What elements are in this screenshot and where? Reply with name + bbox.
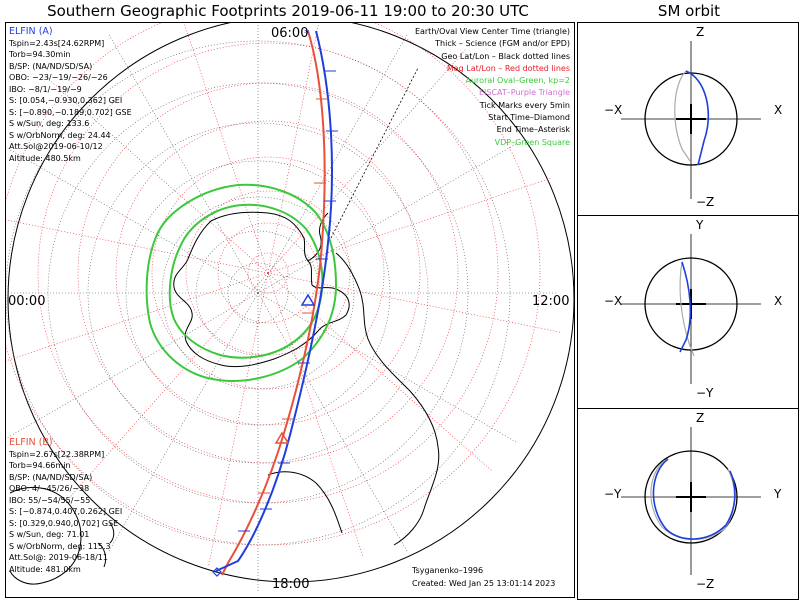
auroral-oval-inner: [168, 203, 324, 359]
elfin-b-view-center-triangle: [274, 431, 290, 444]
elfin-b-line: S: [−0.874,0.407,0.262] GEI: [9, 507, 123, 516]
sm-xy-top-label: Y: [696, 218, 704, 232]
sm-panel-xy-svg: [621, 234, 761, 384]
mag-lat-grid: [6, 23, 541, 546]
elfin-b-line: Torb=94.66min: [9, 461, 71, 470]
elfin-end-asterisk: *: [304, 27, 310, 40]
polar-map-svg: *: [6, 23, 574, 593]
elfin-b-line: Att.Sol@: 2019-06-18/11: [9, 553, 108, 562]
legend-item: Mag Lat/Lon – Red dotted lines: [446, 63, 570, 73]
legend-item: Geo Lat/Lon – Black dotted lines: [441, 51, 570, 61]
elfin-b-line: S w/Sun, deg: 71.01: [9, 530, 90, 539]
legend: Earth/Oval View Center Time (triangle) Th…: [415, 26, 570, 149]
sm-xz-right-label: X: [774, 103, 783, 117]
elfin-b-line: S: [0.329,0.940,0.702] GSE: [9, 518, 119, 528]
elfin-b-line: OBO: 4/−45/26/−38: [9, 484, 90, 493]
elfin-a-track: [215, 30, 333, 572]
sm-xz-bottom-label: −Z: [696, 195, 715, 209]
africa-coastline: [267, 471, 343, 534]
clock-label-top: 06:00: [271, 26, 309, 41]
elfin-b-track: [221, 30, 326, 576]
legend-item: EISCAT–Purple Triangle: [478, 88, 570, 98]
legend-item: Thick – Science (FGM and/or EPD): [435, 39, 570, 49]
elfin-a-name: ELFIN (A): [9, 26, 53, 37]
australia-coastline: [9, 487, 82, 585]
model-credit: Tsyganenko–1996: [412, 566, 484, 575]
elfin-b-ticks: [258, 98, 328, 494]
clock-label-bottom: 18:00: [272, 577, 310, 592]
legend-item: VDP–Green Square: [494, 137, 570, 147]
sm-panel-xz-svg: [621, 41, 761, 199]
elfin-a-line: IBO: −8/1/−19/−9: [9, 84, 82, 94]
sm-yz-top-label: Z: [696, 411, 705, 425]
elfin-a-line: OBO: −23/−19/−26/−26: [9, 73, 108, 82]
elfin-a-line: B/SP: (NA/ND/SD/SA): [9, 61, 93, 71]
sm-panel-yz: Z −Z −Y Y: [577, 408, 799, 600]
legend-item: Earth/Oval View Center Time (triangle): [414, 27, 570, 36]
elfin-a-line: S: [0.054,−0.930,0.362] GEI: [9, 96, 123, 105]
elfin-a-line: Att.Sol@2019-06-10/12: [9, 142, 103, 151]
sm-xz-left-label: −X: [604, 103, 623, 117]
sm-orbit-title: SM orbit: [657, 2, 721, 20]
south-america-coastline: [335, 252, 440, 546]
globe-outline: [7, 23, 574, 583]
sm-panel-xz: Z −Z −X X: [577, 22, 799, 216]
elfin-b-line: Altitude: 481.0km: [9, 564, 81, 574]
sm-yz-left-label: −Y: [604, 487, 622, 501]
elfin-a-info: ELFIN (A) Tspin=2.43s[24.62RPM] Torb=94.…: [9, 26, 132, 164]
elfin-a-line: S w/OrbNorm, deg: 24.44: [9, 130, 111, 140]
clock-label-right: 12:00: [532, 294, 570, 309]
page-title: Southern Geographic Footprints 2019-06-1…: [47, 2, 529, 20]
elfin-b-line: Tspin=2.67s[22.38RPM]: [9, 449, 105, 459]
mag-lon-grid: [6, 23, 563, 568]
antarctica-coastline: [173, 211, 350, 368]
sm-yz-bottom-label: −Z: [696, 577, 715, 591]
footprint-map: * 06:00 00:00 12:00 18:00 ELFIN (A) Tspi…: [5, 22, 575, 598]
legend-item: Auroral Oval–Green, kp=2: [465, 76, 570, 86]
elfin-a-line: S: [−0.890,−0.189,0.702] GSE: [9, 107, 132, 117]
sm-xy-right-label: X: [774, 294, 783, 308]
new-zealand-coastline: [97, 522, 115, 568]
sm-yz-right-label: Y: [774, 487, 782, 501]
sm-xz-top-label: Z: [696, 25, 705, 39]
legend-item: Start Time–Diamond: [488, 113, 570, 123]
elfin-b-name: ELFIN (B): [9, 437, 53, 448]
elfin-a-line: Altitude: 480.5km: [9, 153, 81, 163]
elfin-b-line: IBO: 55/−54/55/−55: [9, 495, 91, 505]
elfin-b-info: ELFIN (B) Tspin=2.67s[22.38RPM] Torb=94.…: [9, 437, 122, 575]
elfin-b-line: B/SP: (NA/ND/SD/SA): [9, 472, 93, 482]
legend-item: End Time–Asterisk: [496, 125, 570, 135]
elfin-a-start-diamond: [212, 567, 222, 577]
view-center-line: [330, 67, 419, 239]
elfin-a-ticks: [238, 70, 338, 532]
created-credit: Created: Wed Jan 25 13:01:14 2023: [412, 579, 556, 588]
elfin-a-line: S w/Sun, deg: 133.6: [9, 119, 90, 128]
legend-item: Tick Marks every 5min: [479, 100, 570, 110]
sm-panel-xy: Y −Y −X X: [577, 215, 799, 409]
auroral-oval-outer: [145, 183, 338, 382]
sm-xy-bottom-label: −Y: [696, 386, 714, 400]
elfin-a-line: Torb=94.30min: [9, 50, 71, 59]
sm-xy-left-label: −X: [604, 294, 623, 308]
sm-panel-yz-svg: [621, 427, 761, 575]
elfin-b-line: S w/OrbNorm, deg: 115.3: [9, 541, 111, 551]
elfin-a-line: Tspin=2.43s[24.62RPM]: [9, 38, 105, 48]
clock-label-left: 00:00: [8, 294, 46, 309]
elfin-a-view-center-triangle: [300, 293, 316, 306]
